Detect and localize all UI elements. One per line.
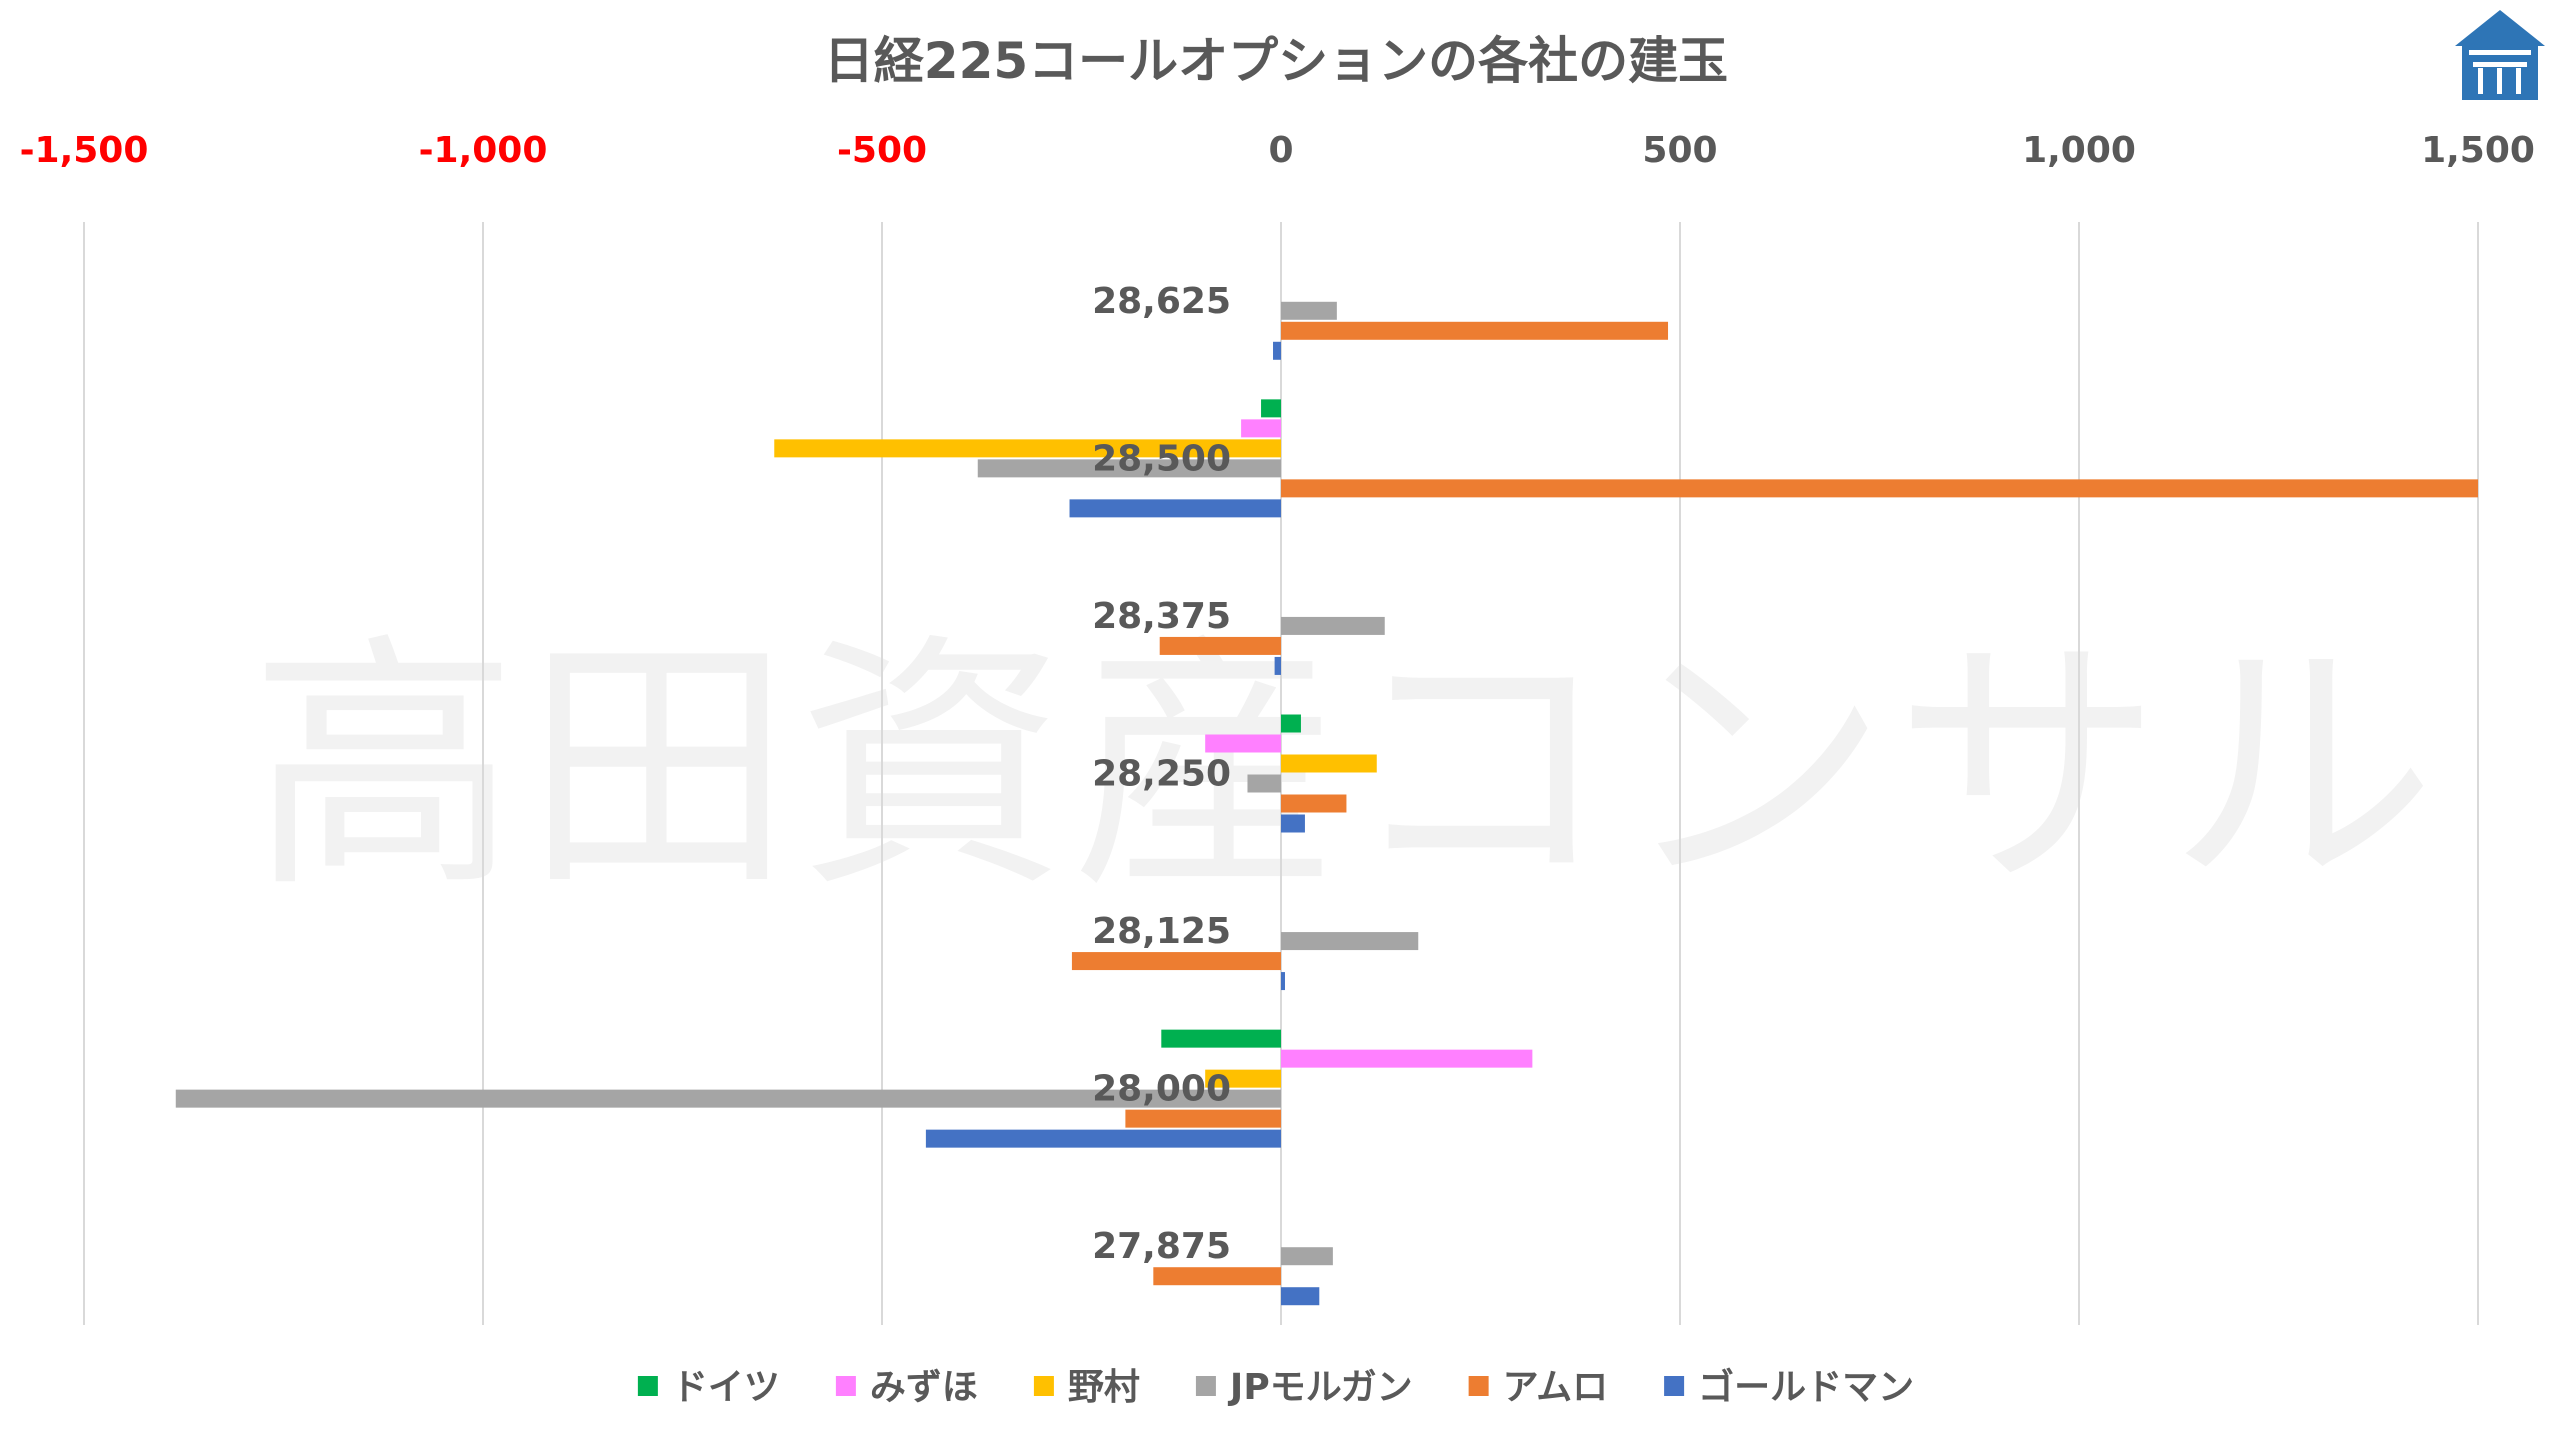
bars — [175, 301, 2478, 1306]
category-label: 27,875 — [1092, 1226, 1231, 1267]
bar — [1274, 656, 1281, 675]
legend-swatch — [1195, 1376, 1216, 1396]
bar — [1125, 1109, 1281, 1128]
legend-label: みずほ — [870, 1367, 978, 1408]
category-label: 28,375 — [1092, 596, 1231, 637]
category-label: 28,500 — [1092, 438, 1231, 479]
bar — [1281, 714, 1301, 733]
bar — [1281, 754, 1377, 773]
bar — [1205, 734, 1281, 753]
legend: ドイツ みずほ 野村 JPモルガン アムロ ゴールドマン — [637, 1366, 1914, 1408]
bar — [175, 1089, 1281, 1108]
category-label: 28,625 — [1092, 281, 1231, 322]
legend-swatch — [1664, 1376, 1685, 1396]
bar — [1281, 301, 1337, 320]
x-tick-label: 1,000 — [2022, 130, 2136, 171]
bar — [1281, 1247, 1333, 1266]
bar — [1281, 479, 2478, 498]
x-tick-label: 1,500 — [2421, 130, 2535, 171]
bar — [1281, 616, 1385, 635]
bar — [1281, 1049, 1533, 1068]
legend-label: ゴールドマン — [1698, 1366, 1914, 1408]
bar — [925, 1129, 1281, 1148]
category-label: 28,250 — [1092, 754, 1231, 795]
legend-label: 野村 — [1068, 1367, 1140, 1408]
legend-swatch — [637, 1376, 658, 1396]
chart-title: 日経225コールオプションの各社の建玉 — [824, 32, 1728, 90]
bar — [1205, 1069, 1281, 1088]
category-label: 28,000 — [1092, 1069, 1231, 1110]
bar — [1261, 399, 1281, 418]
legend-swatch — [1033, 1376, 1054, 1396]
x-tick-label: -1,500 — [20, 130, 149, 171]
x-tick-label: -1,000 — [419, 130, 548, 171]
bar — [1281, 932, 1419, 951]
bar — [1071, 952, 1281, 971]
bar — [1159, 636, 1281, 655]
bar — [1281, 794, 1347, 813]
legend-label: アムロ — [1503, 1367, 1608, 1408]
category-labels: 28,625 28,500 28,375 28,250 28,125 28,000 27,8… — [1092, 281, 1231, 1267]
legend-swatch — [835, 1376, 856, 1396]
bar — [1281, 321, 1669, 340]
legend-label: ドイツ — [672, 1367, 780, 1408]
bar — [1273, 341, 1281, 360]
x-axis-tick-labels: -1,500 -1,000 -500 0 500 1,000 1,500 — [20, 130, 2535, 171]
x-tick-label: -500 — [837, 130, 927, 171]
bar — [1161, 1029, 1281, 1048]
bar — [1247, 774, 1281, 793]
legend-swatch — [1468, 1376, 1489, 1396]
house-logo-icon — [2455, 10, 2545, 100]
bar — [1241, 419, 1281, 438]
legend-label: JPモルガン — [1227, 1367, 1413, 1408]
x-tick-label: 0 — [1268, 130, 1293, 171]
bar — [1153, 1267, 1281, 1286]
bar — [1069, 499, 1281, 518]
bar — [1281, 972, 1285, 991]
bar — [1281, 814, 1305, 833]
bar — [774, 439, 1281, 458]
category-label: 28,125 — [1092, 911, 1231, 952]
bar — [1281, 1287, 1320, 1306]
bar — [977, 459, 1281, 478]
x-tick-label: 500 — [1642, 130, 1717, 171]
